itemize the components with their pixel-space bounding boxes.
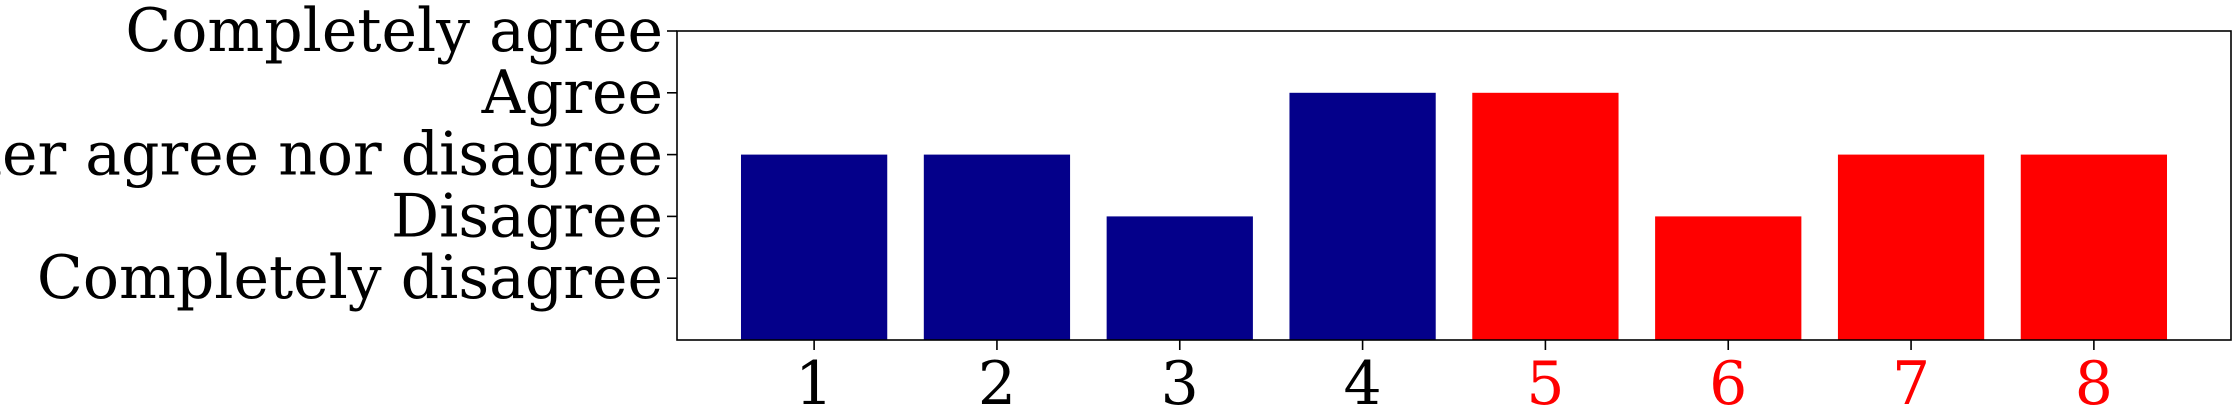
bar-1 xyxy=(740,154,888,340)
x-tick-label: 5 xyxy=(1526,349,1564,414)
bar-4 xyxy=(1289,92,1436,340)
plot-frame xyxy=(676,30,2232,341)
bar-5 xyxy=(1472,92,1619,340)
x-tick-label: 6 xyxy=(1709,349,1747,414)
y-tick-label: Disagree xyxy=(391,181,663,251)
bar-8 xyxy=(2020,154,2168,340)
y-tick-label: Neither agree nor disagree xyxy=(0,120,663,190)
bars-layer xyxy=(740,92,2168,340)
bar-3 xyxy=(1106,216,1253,340)
bar-7 xyxy=(1837,154,1985,340)
bar-2 xyxy=(923,154,1071,340)
x-tick-label: 1 xyxy=(795,349,833,414)
x-tick-label: 7 xyxy=(1892,349,1930,414)
bar-6 xyxy=(1655,216,1802,340)
x-tick-label: 2 xyxy=(978,349,1016,414)
x-tick-label: 8 xyxy=(2075,349,2113,414)
y-tick-label: Agree xyxy=(481,58,663,128)
y-tick-label: Completely disagree xyxy=(37,243,663,313)
x-tick-label: 3 xyxy=(1161,349,1199,414)
y-tick-label: Completely agree xyxy=(125,0,663,66)
ticks-layer xyxy=(667,30,2095,350)
x-tick-label: 4 xyxy=(1343,349,1381,414)
labels-layer: Completely disagreeDisagreeNeither agree… xyxy=(0,0,2113,414)
